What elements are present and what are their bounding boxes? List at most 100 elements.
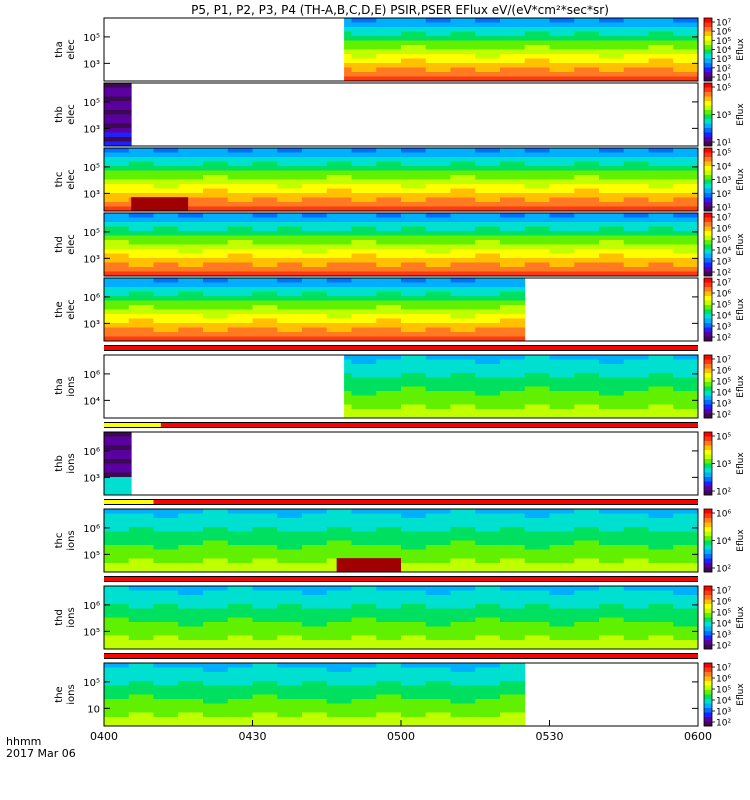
colorbar-swatch <box>704 532 712 537</box>
heatmap-cell <box>401 378 426 383</box>
heatmap-cell <box>253 236 278 241</box>
panel-frame <box>104 83 698 146</box>
heatmap-cell <box>649 609 674 614</box>
heatmap-cell <box>129 441 132 446</box>
heatmap-cell <box>203 681 228 686</box>
heatmap-cell <box>475 227 500 232</box>
heatmap-cell <box>451 550 476 555</box>
heatmap-cell <box>376 668 401 673</box>
heatmap-cell <box>525 509 550 514</box>
heatmap-cell <box>451 668 476 673</box>
heatmap-cell <box>376 153 401 158</box>
heatmap-cell <box>574 267 599 272</box>
heatmap-cell <box>673 222 698 227</box>
heatmap-cell <box>178 258 203 263</box>
y-tick-label: 10⁵ <box>83 228 100 239</box>
heatmap-cell <box>277 536 302 541</box>
heatmap-cell <box>253 609 278 614</box>
heatmap-cell <box>154 283 179 288</box>
heatmap-cell <box>550 59 575 64</box>
heatmap-cell <box>302 695 327 700</box>
heatmap-cell <box>154 310 179 315</box>
heatmap-cell <box>302 536 327 541</box>
heatmap-cell <box>401 68 426 73</box>
heatmap-cell <box>277 236 302 241</box>
heatmap-cell <box>129 258 154 263</box>
heatmap-cell <box>574 157 599 162</box>
heatmap-cell <box>426 405 451 410</box>
heatmap-cell <box>154 563 179 568</box>
heatmap-cell <box>500 171 525 176</box>
heatmap-cell <box>352 236 377 241</box>
heatmap-cell <box>178 713 203 718</box>
heatmap-cell <box>178 283 203 288</box>
heatmap-cell <box>203 586 228 591</box>
heatmap-cell <box>550 613 575 618</box>
heatmap-cell <box>344 373 352 378</box>
heatmap-cell <box>574 382 599 387</box>
heatmap-cell <box>104 717 129 722</box>
heatmap-cell <box>673 636 698 641</box>
colorbar-swatch <box>704 198 712 203</box>
heatmap-cell <box>500 157 525 162</box>
heatmap-cell <box>426 184 451 189</box>
y-axis-label-species: elec <box>66 169 77 190</box>
colorbar-swatch <box>704 550 712 555</box>
heatmap-cell <box>352 283 377 288</box>
heatmap-cell <box>500 41 525 46</box>
heatmap-cell <box>500 222 525 227</box>
heatmap-cell <box>426 369 451 374</box>
heatmap-cell <box>104 328 129 333</box>
heatmap-cell <box>550 236 575 241</box>
heatmap-cell <box>376 213 401 218</box>
colorbar-swatch <box>704 509 712 514</box>
heatmap-cell <box>475 249 500 254</box>
heatmap-cell <box>426 218 451 223</box>
colorbar-swatch <box>704 137 712 142</box>
heatmap-cell <box>599 54 624 59</box>
heatmap-cell <box>451 180 476 185</box>
heatmap-cell <box>599 640 624 645</box>
heatmap-cell <box>500 166 525 171</box>
heatmap-cell <box>178 254 203 259</box>
heatmap-cell <box>302 227 327 232</box>
heatmap-cell <box>426 171 451 176</box>
heatmap-cell <box>673 23 698 28</box>
heatmap-cell <box>253 640 278 645</box>
heatmap-cell <box>525 166 550 171</box>
heatmap-cell <box>253 559 278 564</box>
heatmap-cell <box>550 245 575 250</box>
heatmap-cell <box>104 263 129 268</box>
heatmap-cell <box>129 184 154 189</box>
heatmap-cell <box>550 518 575 523</box>
colorbar-tick-label: 10⁷ <box>716 356 731 366</box>
heatmap-cell <box>525 189 550 194</box>
heatmap-cell <box>203 157 228 162</box>
heatmap-cell <box>302 218 327 223</box>
heatmap-cell <box>401 518 426 523</box>
colorbar-swatch <box>704 545 712 550</box>
x-tick-label: 0530 <box>536 730 564 743</box>
heatmap-cell <box>352 514 377 519</box>
heatmap-cell <box>277 245 302 250</box>
heatmap-cell <box>352 263 377 268</box>
heatmap-cell <box>525 162 550 167</box>
heatmap-cell <box>451 323 476 328</box>
heatmap-cell <box>673 41 698 46</box>
heatmap-cell <box>277 153 302 158</box>
y-axis-label-probe: thd <box>54 236 65 253</box>
heatmap-cell <box>228 686 253 691</box>
heatmap-cell <box>401 278 426 283</box>
heatmap-cell <box>550 175 575 180</box>
heatmap-cell <box>129 541 154 546</box>
colorbar-label: Eflux <box>736 103 746 126</box>
heatmap-cell <box>129 455 132 460</box>
heatmap-cell <box>673 613 698 618</box>
heatmap-cell <box>178 314 203 319</box>
colorbar-swatch <box>704 184 712 189</box>
colorbar-swatch <box>704 473 712 478</box>
heatmap-cell <box>277 690 302 695</box>
y-tick-label: 10⁵ <box>83 550 100 561</box>
heatmap-cell <box>451 148 476 153</box>
heatmap-cell <box>327 296 352 301</box>
